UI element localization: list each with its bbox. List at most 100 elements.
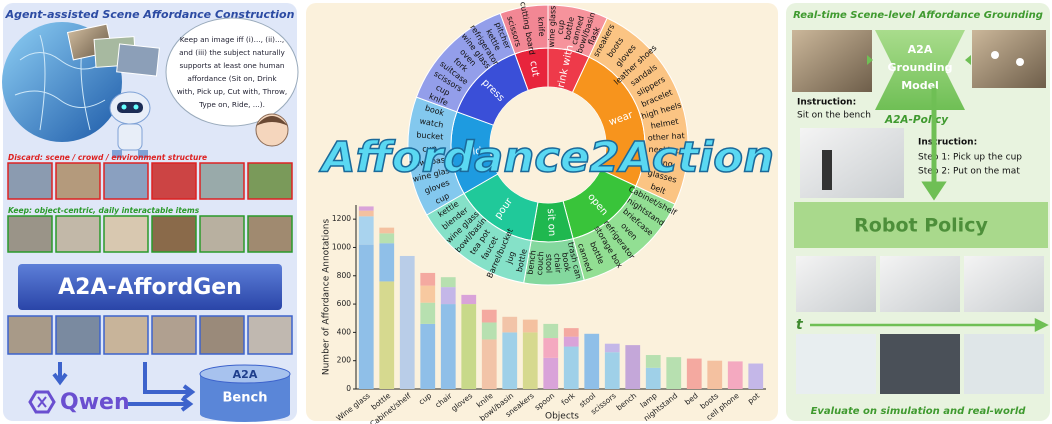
x-axis-label: Objects <box>545 412 579 422</box>
photo <box>880 334 960 394</box>
bar-segment <box>564 347 579 389</box>
photo <box>248 216 292 252</box>
y-tick-label: 1200 <box>332 214 351 223</box>
photo <box>152 163 196 199</box>
bar-segment <box>523 320 538 333</box>
bar-segment <box>564 337 579 347</box>
policy-label: A2A-Policy <box>884 114 949 126</box>
photo <box>56 163 100 199</box>
y-axis-label: Number of Affordance Annotations <box>322 219 332 376</box>
photo <box>200 216 244 252</box>
photo <box>796 256 876 312</box>
keep-label: Keep: object-centric, daily interactable… <box>8 206 200 215</box>
bar-segment <box>502 317 517 333</box>
photo <box>248 163 292 199</box>
bubble-line: Keep an image iff (i)..., (ii)..., <box>180 35 285 44</box>
bar-segment <box>359 206 374 210</box>
discard-label: Discard: scene / crowd / environment str… <box>8 153 207 162</box>
photo <box>104 316 148 354</box>
rollout-photos <box>796 256 1044 312</box>
bar-segment <box>482 322 497 339</box>
bubble-line: affordance (Sit on, Drink <box>187 74 277 83</box>
model-label: Grounding <box>887 61 952 74</box>
grounded-photo <box>972 30 1046 88</box>
bar-segment <box>605 344 620 352</box>
photo <box>8 216 52 252</box>
bench-bottom-label: Bench <box>223 391 268 406</box>
generator-label: A2A-AffordGen <box>58 275 242 300</box>
bubble-line: and (iii) the subject naturally <box>179 48 285 57</box>
bar-segment <box>564 328 579 336</box>
bar-segment <box>646 355 661 368</box>
y-tick-label: 200 <box>337 356 352 365</box>
photo <box>200 316 244 354</box>
bar-segment <box>379 281 394 389</box>
figure: Agent-assisted Scene Affordance Construc… <box>0 0 1052 424</box>
photo <box>880 256 960 312</box>
photo <box>964 334 1044 394</box>
instruction-label: Instruction: <box>918 138 977 148</box>
photo <box>56 216 100 252</box>
rollout-photos <box>796 334 1044 394</box>
bar-segment <box>379 233 394 243</box>
bar-segment <box>420 286 435 303</box>
bar-segment <box>605 352 620 389</box>
bar-segment <box>502 332 517 389</box>
robot-policy-label: Robot Policy <box>854 215 988 237</box>
bar-segment <box>482 339 497 389</box>
bar-segment <box>584 334 599 389</box>
y-tick-label: 1000 <box>332 242 351 251</box>
photo <box>56 316 100 354</box>
photo <box>152 316 196 354</box>
bubble-line: supports at least one human <box>179 61 284 70</box>
bar-segment <box>543 338 558 358</box>
photo <box>8 316 52 354</box>
bar-segment <box>359 245 374 389</box>
bar-segment <box>523 332 538 389</box>
photo <box>104 163 148 199</box>
bar-segment <box>666 357 681 389</box>
bar-segment <box>748 364 763 389</box>
bar-segment <box>420 324 435 389</box>
bar-segment <box>461 295 476 304</box>
bar-segment <box>441 287 456 304</box>
y-tick-label: 0 <box>346 384 351 393</box>
bubble-line: with, Pick up, Cut with, Throw, <box>177 87 288 96</box>
photo <box>796 334 876 394</box>
bar-segment <box>420 303 435 324</box>
model-label: A2A <box>908 43 933 56</box>
bar-segment <box>543 358 558 389</box>
center-title: Affordance2Action <box>319 133 774 182</box>
bar-segment <box>441 304 456 389</box>
avatar <box>256 114 288 146</box>
right-title: Real-time Scene-level Affordance Groundi… <box>793 10 1043 21</box>
bar-segment <box>625 345 640 389</box>
photo <box>964 256 1044 312</box>
photo <box>200 163 244 199</box>
bar-segment <box>379 243 394 281</box>
sunburst-child-label: stool <box>544 254 553 273</box>
bar-segment <box>441 277 456 287</box>
bubble-line: Type on, Ride, ...). <box>198 100 265 109</box>
bar-segment <box>728 361 743 389</box>
sunburst-child-label: knife <box>536 17 546 37</box>
right-footer: Evaluate on simulation and real-world <box>811 406 1027 417</box>
left-title: Agent-assisted Scene Affordance Construc… <box>5 8 295 21</box>
bar-segment <box>646 368 661 389</box>
photo <box>104 216 148 252</box>
photo <box>8 163 52 199</box>
qwen-label: Qwen <box>60 390 130 415</box>
instruction-label: Instruction: <box>797 98 856 108</box>
sunburst-label: sit on <box>545 208 557 236</box>
bar-segment <box>359 211 374 217</box>
bar-segment <box>359 216 374 244</box>
policy-photo <box>800 128 904 198</box>
bar-segment <box>420 273 435 286</box>
photo <box>152 216 196 252</box>
bench-top-label: A2A <box>233 368 258 381</box>
y-tick-label: 800 <box>337 271 352 280</box>
scene-photo <box>792 30 872 92</box>
photo <box>248 316 292 354</box>
bar-segment <box>707 361 722 389</box>
bar-segment <box>543 324 558 338</box>
